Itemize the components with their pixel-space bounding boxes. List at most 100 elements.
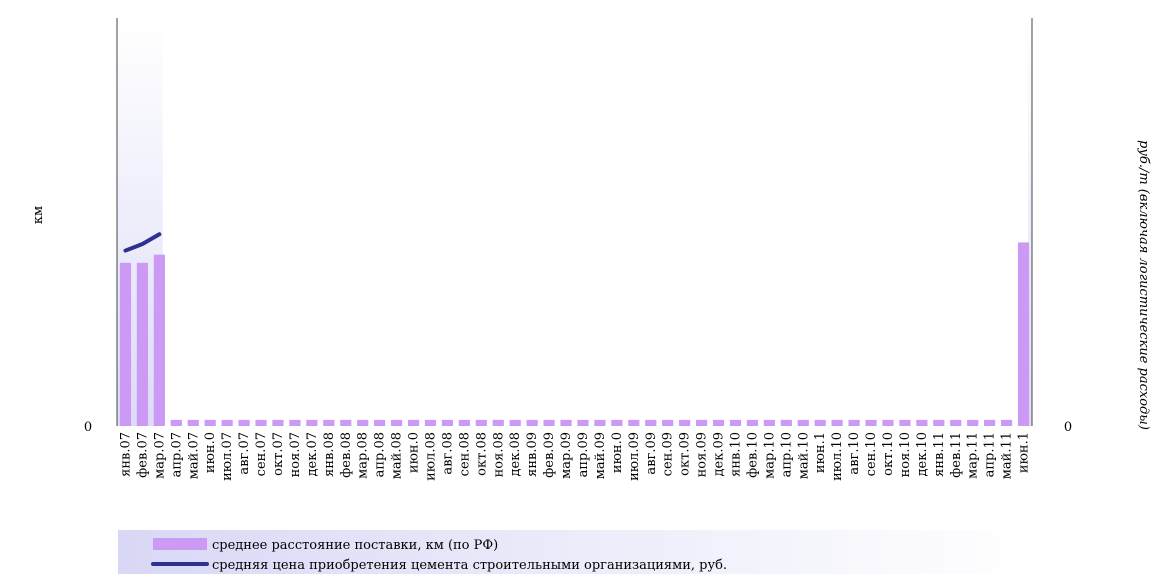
x-tick-label: окт.09 [678, 432, 693, 476]
bar [543, 419, 555, 426]
bar [967, 419, 979, 426]
x-tick-label: янв.09 [525, 432, 540, 477]
x-tick-label: фев.11 [949, 432, 964, 478]
x-tick-label: фев.08 [339, 432, 354, 478]
bar [492, 419, 504, 426]
x-tick-label: май.07 [186, 432, 201, 479]
x-tick-label: ноя.08 [491, 432, 506, 477]
bar [509, 419, 521, 426]
x-tick-label: дек.08 [508, 432, 523, 477]
x-tick-label: мар.11 [966, 432, 981, 479]
x-tick-label: июн.1 [1017, 432, 1032, 473]
bar [882, 419, 894, 426]
x-tick-label: ноя.10 [898, 432, 913, 477]
x-tick-label: ноя.07 [288, 432, 303, 477]
x-tick-label: мар.09 [559, 432, 574, 479]
bar [831, 419, 843, 426]
bar [306, 419, 318, 426]
bar [865, 419, 877, 426]
bar [272, 419, 284, 426]
x-tick-label: дек.09 [712, 432, 727, 477]
bar [187, 419, 199, 426]
x-tick-label: фев.09 [542, 432, 557, 478]
bar [238, 419, 250, 426]
x-tick-label: апр.09 [576, 432, 591, 477]
bar [594, 419, 606, 426]
x-tick-label: июн.0 [407, 432, 422, 473]
bar [797, 419, 809, 426]
x-tick-label: дек.07 [305, 432, 320, 477]
bar [458, 419, 470, 426]
bar [814, 419, 826, 426]
x-tick-label: май.09 [593, 432, 608, 479]
bar [899, 419, 911, 426]
bar [848, 419, 860, 426]
legend-swatch [153, 538, 207, 550]
bar [407, 419, 420, 426]
bar [340, 419, 352, 426]
x-tick-label: июл.10 [830, 432, 845, 481]
bar [746, 419, 759, 426]
bar [712, 419, 725, 426]
x-tick-label: ноя.09 [695, 432, 710, 477]
bar [170, 419, 182, 426]
x-tick-label: янв.10 [728, 432, 743, 477]
x-tick-label: авг.09 [644, 432, 659, 475]
y2-tick-label: 0 [1064, 420, 1072, 435]
bar [611, 419, 623, 426]
y-axis-title: км [31, 206, 46, 224]
x-tick-label: окт.07 [271, 432, 286, 476]
bar [1017, 242, 1030, 426]
x-tick-label: июн.1 [813, 432, 828, 473]
x-tick-label: май.11 [1000, 432, 1015, 479]
bar [441, 419, 454, 426]
x-tick-label: мар.08 [356, 432, 371, 479]
x-tick-label: сен.08 [457, 432, 472, 476]
y2-axis-title: руб./т (включая логистические расходы) [1136, 140, 1151, 430]
bar [729, 419, 742, 426]
x-tick-label: июн.0 [203, 432, 218, 473]
bar [390, 419, 403, 426]
x-tick-label: янв.11 [932, 432, 947, 477]
bar [662, 419, 674, 426]
x-tick-label: апр.10 [779, 432, 794, 477]
bar [526, 419, 538, 426]
bar [560, 419, 572, 426]
x-tick-label: авг.10 [847, 432, 862, 475]
x-tick-label: сен.09 [661, 432, 676, 476]
x-tick-label: мар.10 [762, 432, 777, 479]
bar [323, 419, 335, 426]
bar [950, 419, 962, 426]
x-tick-label: окт.10 [881, 432, 896, 476]
x-tick-label: авг.08 [440, 432, 455, 475]
x-tick-label: июл.09 [627, 432, 642, 481]
legend-label: среднее расстояние поставки, км (по РФ) [212, 538, 498, 553]
bar [221, 419, 233, 426]
x-tick-label: янв.08 [322, 432, 337, 477]
x-tick-label: апр.11 [983, 432, 998, 477]
bar [933, 419, 945, 426]
x-tick-label: янв.07 [118, 432, 133, 477]
x-tick-label: мар.07 [152, 432, 167, 479]
x-tick-label: июл.07 [220, 432, 235, 481]
bar [577, 419, 589, 426]
x-tick-label: окт.08 [474, 432, 489, 476]
bar [136, 262, 149, 426]
x-tick-label: дек.10 [915, 432, 930, 477]
x-tick-label: июн.0 [610, 432, 625, 473]
bar [289, 419, 301, 426]
legend-label: средняя цена приобретения цемента строит… [212, 558, 727, 573]
bar [424, 419, 437, 426]
bar [984, 419, 996, 426]
bar [645, 419, 657, 426]
bar [1000, 419, 1013, 426]
x-tick-label: авг.07 [237, 432, 252, 475]
bar [780, 419, 792, 426]
bar [204, 419, 216, 426]
x-tick-label: апр.08 [373, 432, 388, 477]
bar [374, 419, 386, 426]
x-tick-label: май.10 [796, 432, 811, 479]
bar [255, 419, 267, 426]
bar [916, 419, 928, 426]
